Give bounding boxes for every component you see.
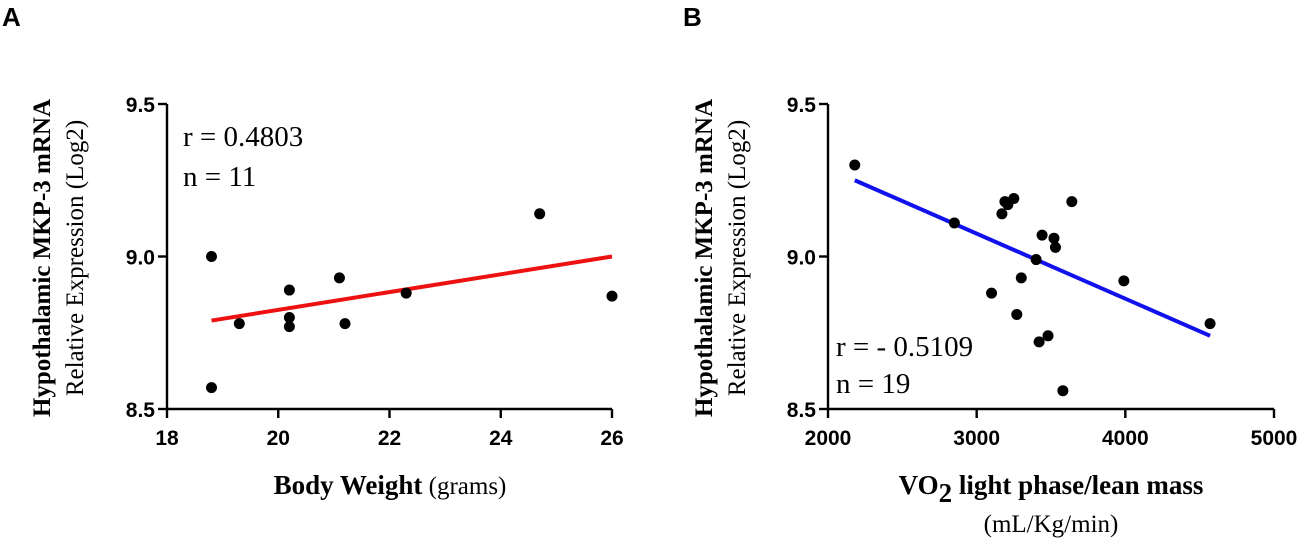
data-point-b-17 — [1118, 275, 1130, 287]
x-axis-title-main-b-sub: 2 — [939, 478, 953, 508]
data-point-b-6 — [1008, 193, 1020, 205]
regression-line-a — [211, 254, 613, 323]
y-axis-title-line1-b: Hypothalamic MKP-3 mRNA — [691, 99, 718, 417]
data-point-a-7 — [339, 318, 351, 330]
panel-b: B Hypothalamic MKP-3 mRNA Relative Expre… — [683, 2, 1297, 538]
data-point-b-11 — [1036, 229, 1048, 241]
panel-letter-b: B — [683, 2, 702, 32]
y-tick-label-b-1: 9.0 — [787, 247, 816, 270]
data-point-a-5 — [283, 321, 295, 333]
data-point-a-6 — [333, 272, 345, 284]
x-axis-title-unit-a: (grams) — [422, 473, 506, 500]
data-point-b-13 — [1048, 232, 1060, 244]
x-tick-label-a-4: 26 — [600, 427, 623, 450]
data-point-a-3 — [283, 284, 295, 296]
data-point-b-3 — [996, 208, 1008, 220]
x-axis-title-a: Body Weight (grams) — [274, 470, 507, 500]
data-point-b-16 — [1066, 196, 1078, 208]
data-point-b-8 — [1015, 272, 1027, 284]
data-point-b-2 — [986, 287, 998, 299]
x-tick-label-b-3: 5000 — [1251, 427, 1298, 450]
y-tick-label-b-2: 9.5 — [787, 94, 817, 117]
x-tick-label-b-2: 4000 — [1102, 427, 1149, 450]
panel-a: A Hypothalamic MKP-3 mRNA Relative Expre… — [2, 2, 624, 500]
data-point-b-12 — [1042, 330, 1054, 342]
x-tick-label-a-2: 22 — [378, 427, 401, 450]
x-tick-label-a-3: 24 — [489, 427, 513, 450]
n-value-a: n = 11 — [183, 161, 256, 193]
x-axis-title-main-a: Body Weight — [274, 470, 423, 500]
y-axis-title-line1-a: Hypothalamic MKP-3 mRNA — [29, 99, 56, 417]
y-axis-title-a: Hypothalamic MKP-3 mRNA Relative Express… — [29, 99, 89, 417]
x-axis-title-main-b-post: light phase/lean mass — [952, 470, 1203, 500]
data-point-b-15 — [1057, 385, 1069, 397]
x-tick-label-b-0: 2000 — [805, 427, 852, 450]
points-a — [206, 208, 618, 394]
data-point-b-0 — [849, 159, 861, 171]
data-point-a-0 — [206, 251, 217, 262]
data-point-a-9 — [534, 208, 546, 220]
panel-letter-a: A — [2, 2, 21, 32]
ticks-a: 8.5 9.0 9.5 18 20 22 24 26 — [126, 94, 624, 450]
r-value-a: r = 0.4803 — [183, 121, 303, 153]
data-point-b-14 — [1049, 241, 1061, 253]
data-point-a-10 — [606, 290, 618, 302]
r-value-b: r = - 0.5109 — [836, 331, 973, 363]
x-axis-title-main-b-pre: VO — [899, 470, 939, 500]
data-point-b-7 — [1011, 308, 1023, 320]
ticks-b: 8.5 9.0 9.5 2000 3000 4000 5000 — [787, 94, 1298, 450]
n-value-b: n = 19 — [836, 368, 910, 400]
x-axis-title-unit-b: (mL/Kg/min) — [984, 511, 1119, 538]
y-axis-title-line2-b: Relative Expression (Log2) — [724, 120, 751, 396]
data-point-b-18 — [1204, 318, 1216, 330]
x-axis-title-b: VO2 light phase/lean mass — [899, 470, 1204, 508]
x-tick-label-a-0: 18 — [155, 427, 179, 450]
data-point-a-2 — [233, 318, 245, 330]
y-axis-title-b: Hypothalamic MKP-3 mRNA Relative Express… — [691, 99, 751, 417]
data-point-b-10 — [1033, 336, 1045, 348]
y-axis-title-line2-a: Relative Expression (Log2) — [62, 120, 89, 396]
data-point-b-9 — [1030, 254, 1042, 266]
data-point-b-1 — [948, 217, 960, 229]
points-b — [849, 159, 1216, 397]
x-tick-label-b-1: 3000 — [953, 427, 1000, 450]
y-tick-label-a-1: 9.0 — [126, 247, 155, 270]
data-point-a-4 — [283, 312, 295, 323]
data-point-a-1 — [206, 382, 217, 394]
x-tick-label-a-1: 20 — [267, 427, 290, 450]
y-tick-label-a-2: 9.5 — [126, 94, 156, 117]
y-tick-label-a-0: 8.5 — [126, 399, 156, 422]
y-tick-label-b-0: 8.5 — [787, 399, 817, 422]
data-point-a-8 — [400, 287, 412, 299]
